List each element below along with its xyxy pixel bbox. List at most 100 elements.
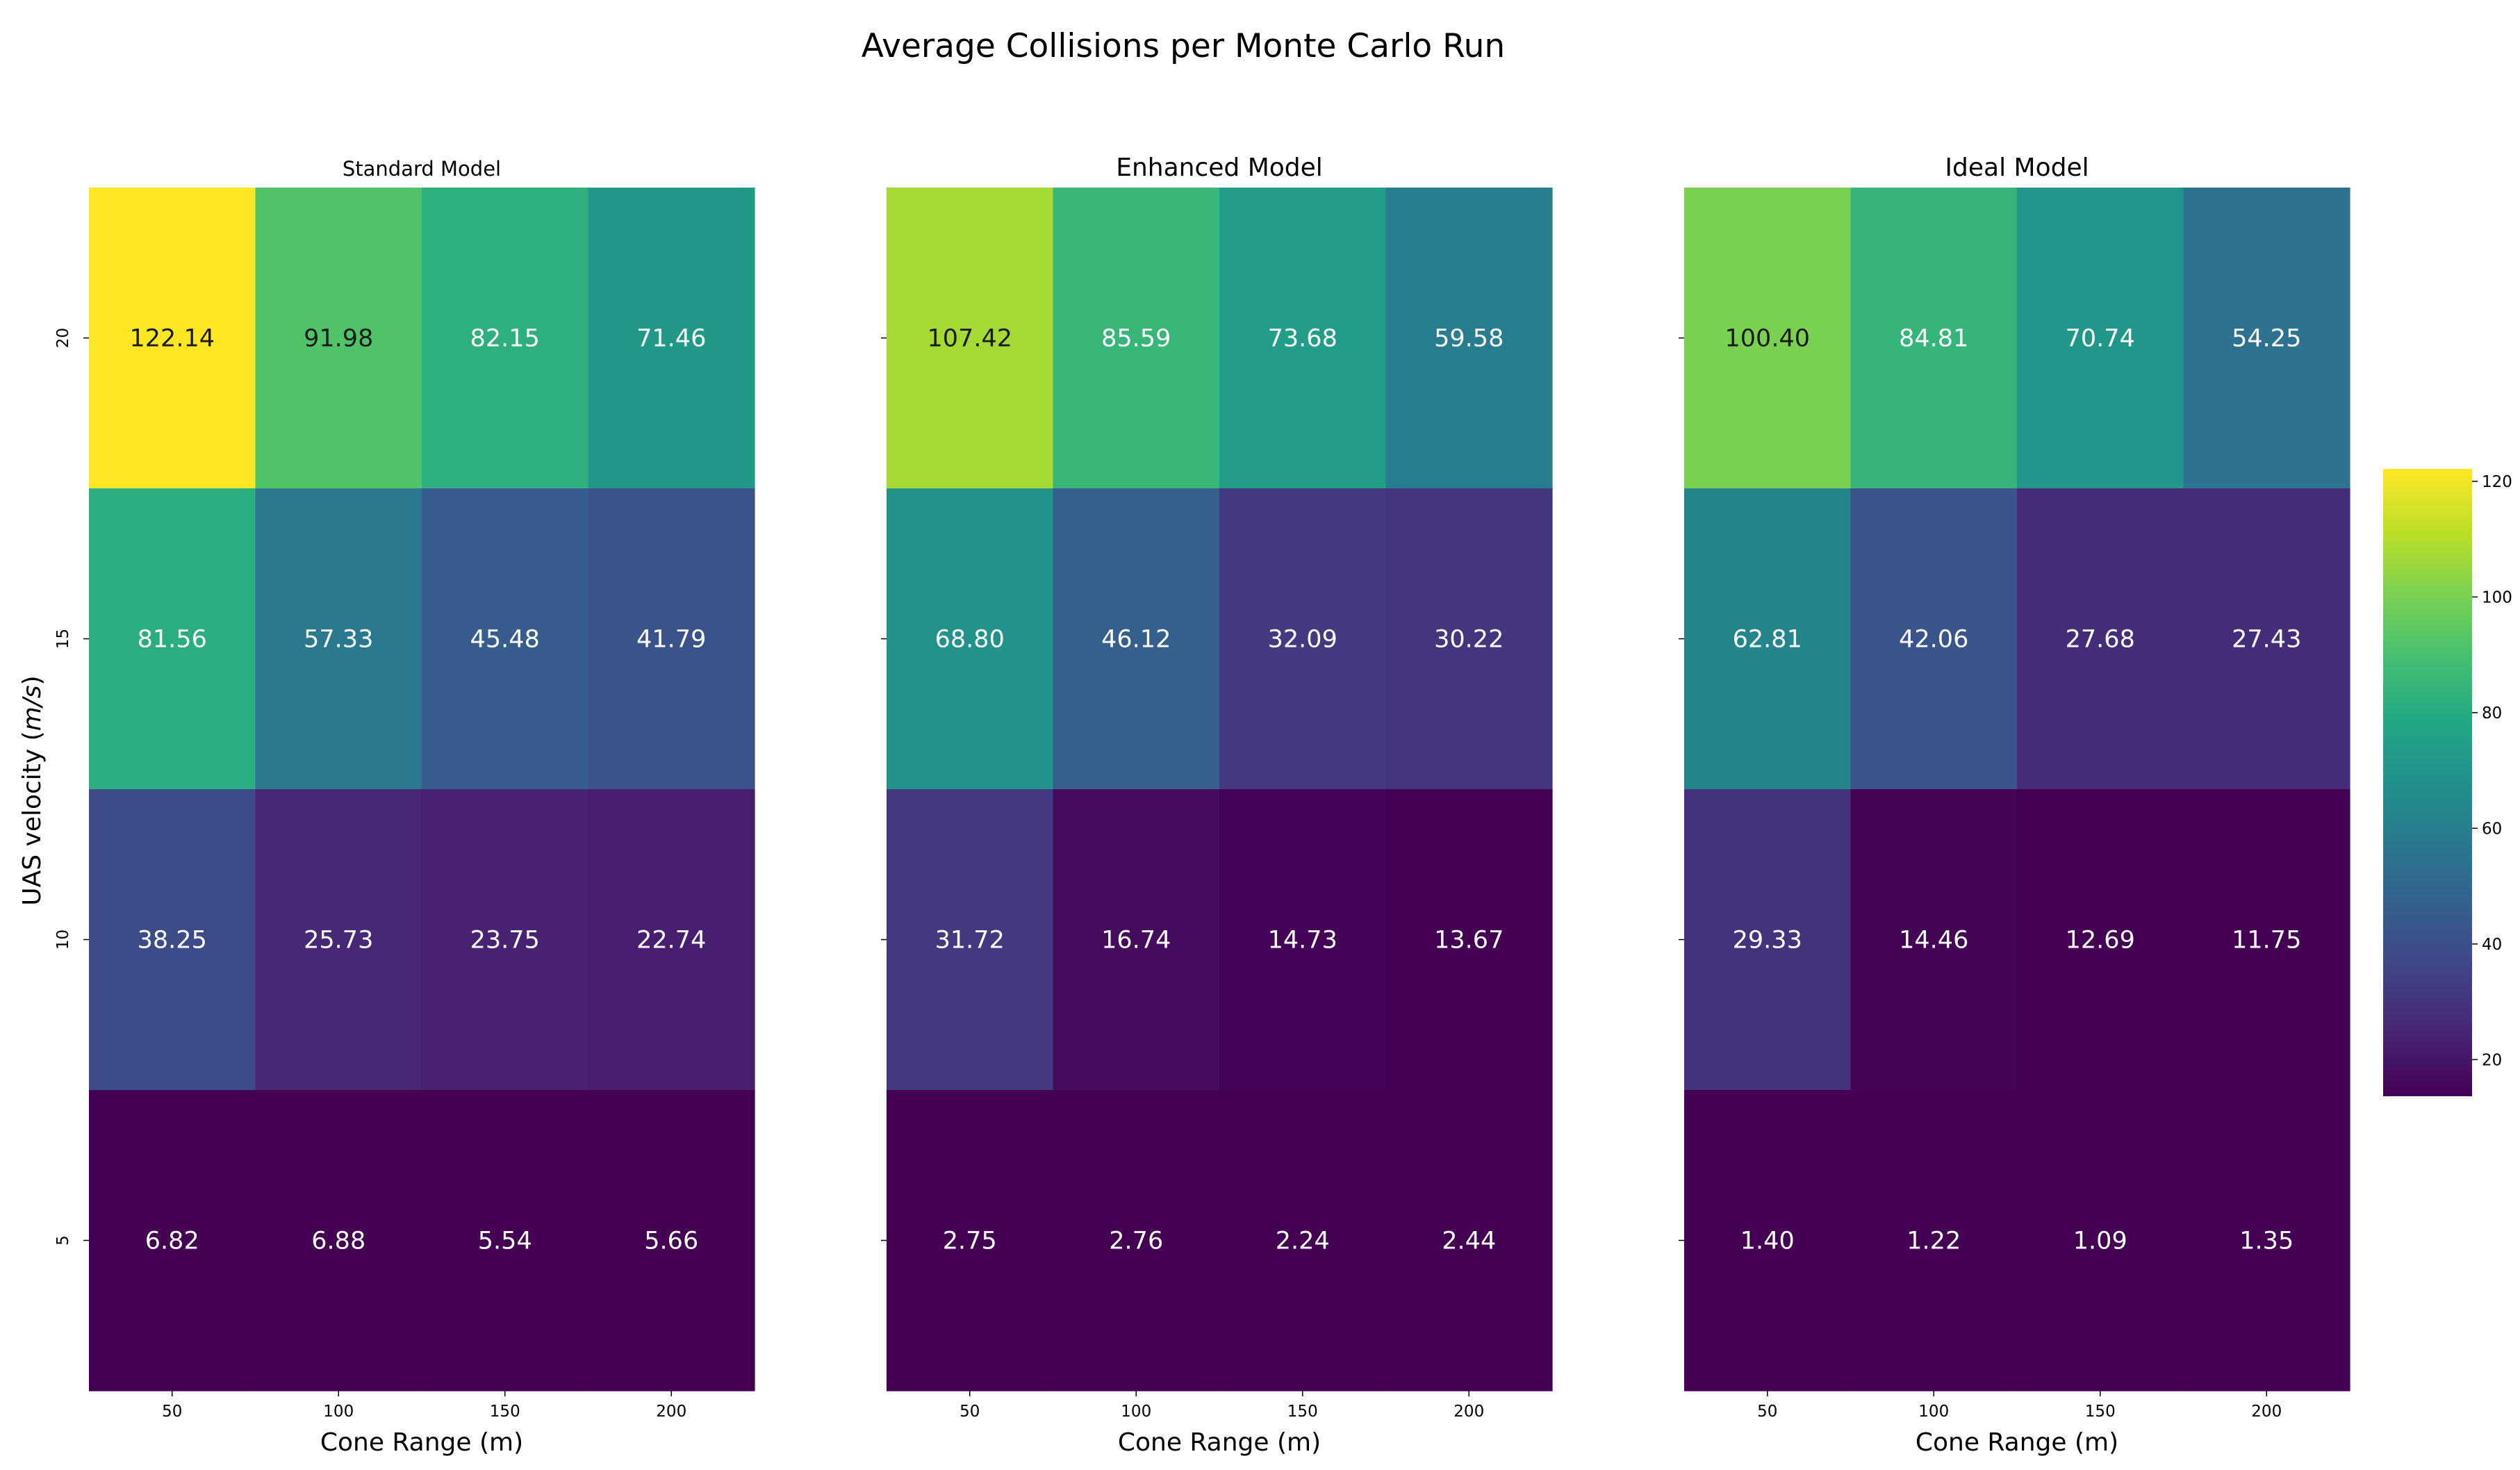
x-axis-label: Cone Range (m) <box>1916 1428 2118 1457</box>
y-tick-label: 20 <box>54 328 72 348</box>
cell-value-label: 122.14 <box>130 325 215 353</box>
cell-value-label: 2.76 <box>1109 1228 1163 1255</box>
heatmap-cell <box>1684 1090 1852 1391</box>
y-tick-label: 5 <box>54 1235 72 1246</box>
heatmap-cell <box>422 188 589 489</box>
heatmap-panel: 100.40 84.81 70.74 54.25 62.81 42.06 27.68 27.4… <box>1679 154 2350 1457</box>
heatmap-cell <box>422 1090 589 1391</box>
cell-value-label: 91.98 <box>304 325 373 353</box>
cell-value-label: 22.74 <box>636 927 706 955</box>
x-tick-label: 150 <box>490 1403 520 1421</box>
cell-value-label: 16.74 <box>1101 927 1171 955</box>
heatmap-cell <box>255 188 422 489</box>
cell-value-label: 31.72 <box>935 927 1005 955</box>
x-tick-label: 200 <box>2251 1403 2282 1421</box>
cell-value-label: 1.22 <box>1907 1228 1961 1255</box>
heatmap-cell <box>1385 188 1553 489</box>
cell-value-label: 107.42 <box>928 325 1012 353</box>
heatmap-cell <box>1385 488 1553 790</box>
heatmap-cell <box>1684 488 1852 790</box>
cell-value-label: 45.48 <box>470 626 540 654</box>
heatmap-cell <box>1053 188 1220 489</box>
heatmap-cell <box>887 488 1054 790</box>
heatmap-panel: 122.14 91.98 82.15 71.46 81.56 57.33 45.48 41.7… <box>54 157 755 1457</box>
panel-title: Enhanced Model <box>1116 154 1323 182</box>
cell-value-label: 1.35 <box>2239 1228 2293 1255</box>
y-tick-label: 10 <box>54 930 72 950</box>
colorbar-tick-label: 80 <box>2482 704 2502 722</box>
heatmap-cell <box>89 1090 256 1391</box>
heatmap-cell <box>2017 488 2184 790</box>
heatmap-cell <box>1053 1090 1220 1391</box>
heatmap-cell <box>1219 789 1387 1091</box>
x-tick-label: 100 <box>1121 1403 1151 1421</box>
heatmap-cell <box>89 488 256 790</box>
heatmap-cell <box>588 488 755 790</box>
cell-value-label: 14.46 <box>1899 927 1968 955</box>
heatmap-panels: 122.14 91.98 82.15 71.46 81.56 57.33 45.48 41.7… <box>54 154 2350 1457</box>
heatmap-cell <box>2017 1090 2184 1391</box>
heatmap-cell <box>1219 188 1387 489</box>
x-axis-label: Cone Range (m) <box>1118 1428 1321 1457</box>
cell-value-label: 38.25 <box>138 927 207 955</box>
cell-value-label: 11.75 <box>2232 927 2301 955</box>
cell-value-label: 62.81 <box>1733 626 1802 654</box>
cell-value-label: 54.25 <box>2232 325 2301 353</box>
heatmap-cell <box>887 789 1054 1091</box>
heatmap-cell <box>2183 789 2350 1091</box>
cell-value-label: 27.68 <box>2066 626 2135 654</box>
chart-title: Average Collisions per Monte Carlo Run <box>862 27 1505 65</box>
cell-value-label: 46.12 <box>1101 626 1171 654</box>
heatmap-cell <box>2183 188 2350 489</box>
cell-value-label: 84.81 <box>1899 325 1968 353</box>
heatmap-cell <box>588 1090 755 1391</box>
cell-value-label: 2.75 <box>943 1228 997 1255</box>
cell-value-label: 85.59 <box>1101 325 1171 353</box>
colorbar-gradient <box>2383 469 2472 1096</box>
cell-value-label: 71.46 <box>636 325 706 353</box>
x-tick-label: 100 <box>323 1403 354 1421</box>
cell-value-label: 14.73 <box>1268 927 1337 955</box>
cell-value-label: 25.73 <box>304 927 373 955</box>
cell-value-label: 82.15 <box>470 325 540 353</box>
cell-value-label: 23.75 <box>470 927 540 955</box>
colorbar-tick-label: 120 <box>2482 473 2512 491</box>
panel-title: Standard Model <box>343 157 501 181</box>
cell-value-label: 81.56 <box>138 626 207 654</box>
heatmap-cell <box>1053 488 1220 790</box>
cell-value-label: 41.79 <box>636 626 706 654</box>
x-tick-label: 200 <box>656 1403 686 1421</box>
cell-value-label: 27.43 <box>2232 626 2301 654</box>
heatmap-cell <box>2017 188 2184 489</box>
heatmap-cell <box>1684 188 1852 489</box>
heatmap-cell <box>1219 488 1387 790</box>
heatmap-cell <box>1850 789 2018 1091</box>
colorbar-tick-label: 60 <box>2482 820 2502 838</box>
cell-value-label: 57.33 <box>304 626 373 654</box>
x-tick-label: 50 <box>1757 1403 1777 1421</box>
heatmap-cell <box>1850 188 2018 489</box>
cell-value-label: 100.40 <box>1725 325 1810 353</box>
x-tick-label: 50 <box>162 1403 182 1421</box>
heatmap-cell <box>1053 789 1220 1091</box>
cell-value-label: 42.06 <box>1899 626 1968 654</box>
x-tick-label: 50 <box>960 1403 980 1421</box>
heatmap-cell <box>1385 1090 1553 1391</box>
cell-value-label: 5.54 <box>478 1228 532 1255</box>
colorbar-tick-label: 100 <box>2482 588 2512 606</box>
x-tick-label: 150 <box>2085 1403 2116 1421</box>
heatmap-cell <box>2183 1090 2350 1391</box>
heatmap-cell <box>1385 789 1553 1091</box>
colorbar-tick-label: 40 <box>2482 936 2502 954</box>
cell-value-label: 32.09 <box>1268 626 1337 654</box>
cell-value-label: 6.88 <box>311 1228 365 1255</box>
cell-value-label: 73.68 <box>1268 325 1337 353</box>
heatmap-cell <box>1850 488 2018 790</box>
cell-value-label: 2.44 <box>1442 1228 1496 1255</box>
x-tick-label: 100 <box>1918 1403 1949 1421</box>
cell-value-label: 29.33 <box>1733 927 1802 955</box>
cell-value-label: 5.66 <box>644 1228 698 1255</box>
y-tick-label: 15 <box>54 629 72 649</box>
heatmap-cell <box>89 789 256 1091</box>
